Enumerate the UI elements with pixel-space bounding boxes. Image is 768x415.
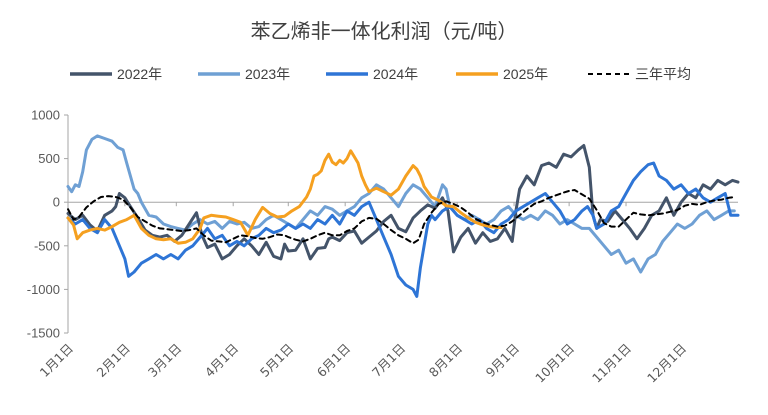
legend-label-3: 2025年	[503, 66, 548, 82]
x-tick-label: 7月1日	[369, 341, 409, 381]
x-tick-label: 1月1日	[37, 341, 77, 381]
legend-label-2: 2024年	[373, 66, 418, 82]
legend-label-0: 2022年	[117, 66, 162, 82]
x-tick-label: 9月1日	[483, 341, 523, 381]
x-tick-label: 5月1日	[257, 341, 297, 381]
y-tick-label: -500	[34, 238, 60, 253]
y-axis: 1000 500 0 -500 -1000 -1500	[27, 108, 69, 341]
legend: 2022年 2023年 2024年 2025年 三年平均	[70, 66, 691, 82]
y-tick-label: 1000	[31, 108, 60, 123]
x-tick-label: 11月1日	[589, 341, 634, 386]
legend-label-4: 三年平均	[635, 66, 691, 82]
y-tick-label: -1500	[27, 326, 60, 341]
x-tick-label: 10月1日	[532, 341, 577, 386]
series-line-1	[66, 134, 736, 274]
x-tick-label: 12月1日	[644, 341, 689, 386]
y-tick-label: 500	[38, 151, 60, 166]
x-tick-label: 8月1日	[426, 341, 466, 381]
legend-label-1: 2023年	[245, 66, 290, 82]
y-tick-label: 0	[53, 195, 60, 210]
series-layer	[66, 134, 740, 298]
x-tick-label: 3月1日	[145, 341, 185, 381]
series-line-0	[66, 144, 740, 261]
chart-title: 苯乙烯非一体化利润（元/吨）	[251, 19, 518, 43]
y-tick-label: -1000	[27, 282, 60, 297]
series-line-2	[66, 161, 740, 298]
x-tick-label: 6月1日	[314, 341, 354, 381]
series-line-4	[67, 189, 736, 245]
x-tick-label: 2月1日	[93, 341, 133, 381]
series-line-3	[66, 149, 503, 245]
x-tick-label: 4月1日	[202, 341, 242, 381]
